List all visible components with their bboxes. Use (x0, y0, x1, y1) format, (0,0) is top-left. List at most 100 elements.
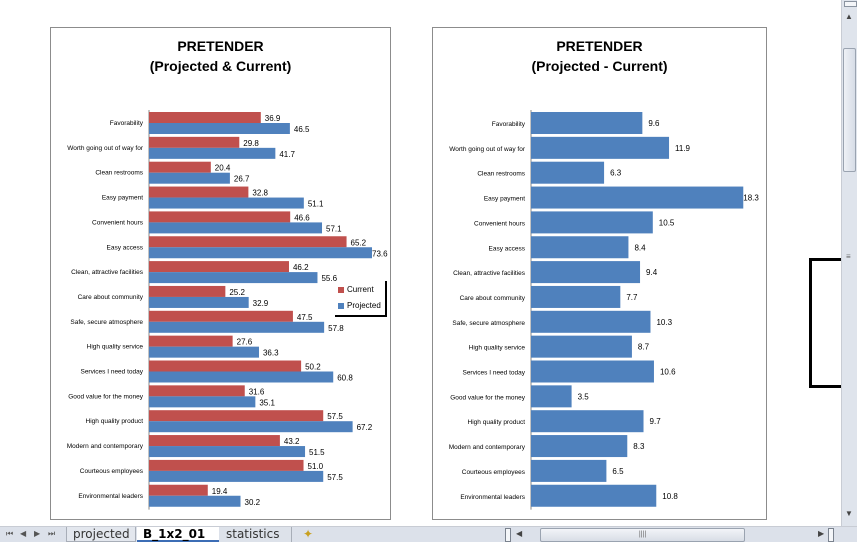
bar-difference (531, 360, 654, 383)
bar-current (149, 435, 280, 447)
vertical-scrollbar[interactable]: ▲ ≡ ▼ (841, 0, 857, 526)
bar-projected (149, 371, 334, 383)
data-label-difference: 10.3 (656, 318, 672, 327)
legend[interactable]: Current Projected (335, 281, 387, 317)
legend-swatch-current (338, 286, 344, 293)
horizontal-scrollbar[interactable]: ◀ |||| ▶ (505, 528, 835, 542)
category-label: Worth going out of way for (67, 145, 144, 152)
horizontal-scroll-thumb[interactable]: |||| (540, 528, 745, 542)
data-label-difference: 7.7 (626, 293, 638, 302)
bar-current (149, 186, 249, 198)
category-label: Courteous employees (462, 469, 526, 476)
bar-projected (149, 396, 256, 408)
data-label-difference: 11.9 (675, 144, 691, 153)
bar-difference (531, 112, 643, 134)
bar-current (149, 211, 291, 223)
chart-title: PRETENDER (Projected - Current) (433, 36, 766, 76)
data-label-projected: 67.2 (357, 423, 373, 432)
data-label-difference: 3.5 (578, 392, 590, 401)
category-label: Good value for the money (450, 394, 526, 401)
chart-projected-minus-current[interactable]: PRETENDER (Projected - Current) Favorabi… (432, 27, 767, 520)
sheet-tab-b-1x2-01[interactable]: B_1x2_01 (137, 527, 219, 542)
bar-projected (149, 321, 325, 333)
bar-projected (149, 147, 276, 159)
category-label: Environmental leaders (460, 494, 525, 501)
data-label-projected: 26.7 (234, 175, 250, 184)
category-label: Easy access (489, 245, 526, 252)
bar-projected (149, 172, 230, 184)
bar-difference (531, 136, 670, 159)
bar-difference (531, 459, 607, 482)
data-label-current: 27.6 (237, 338, 253, 347)
bar-chart-right: Favorability 9.6 Worth going out of way fo… (449, 110, 759, 510)
category-label: Favorability (492, 121, 526, 128)
data-label-difference: 8.4 (634, 243, 646, 252)
sheet-tab-projected[interactable]: projected (66, 527, 136, 542)
next-sheet-icon[interactable]: ▶ (34, 529, 41, 538)
scroll-up-arrow-icon[interactable]: ▲ (845, 12, 853, 21)
bar-projected (149, 247, 373, 259)
scroll-down-arrow-icon[interactable]: ▼ (845, 509, 853, 518)
scroll-right-arrow-icon[interactable]: ▶ (818, 529, 825, 538)
category-label: Modern and contemporary (67, 443, 144, 450)
bar-current (149, 310, 293, 322)
data-label-difference: 9.4 (646, 268, 658, 277)
legend-item-projected: Projected (338, 301, 381, 310)
bar-current (149, 335, 233, 347)
bar-difference (531, 310, 651, 333)
data-label-difference: 9.7 (650, 417, 662, 426)
first-sheet-icon[interactable]: ⏮ (6, 529, 14, 538)
data-label-projected: 35.1 (259, 398, 275, 407)
data-label-projected: 41.7 (279, 150, 295, 159)
category-label: High quality product (468, 419, 526, 426)
category-label: Easy payment (484, 196, 525, 203)
bar-projected (149, 346, 259, 358)
data-label-current: 46.2 (293, 263, 309, 272)
data-label-projected: 36.3 (263, 349, 279, 358)
category-label: Courteous employees (80, 468, 144, 475)
insert-worksheet-icon[interactable]: ✦ (302, 527, 314, 541)
bar-current (149, 236, 347, 248)
grip-icon: ≡ (846, 252, 851, 261)
category-label: Favorability (110, 120, 144, 127)
vertical-scroll-thumb[interactable] (843, 48, 856, 172)
tab-split-handle[interactable] (505, 528, 511, 542)
legend-item-current: Current (338, 285, 374, 294)
category-label: Services I need today (462, 370, 525, 377)
bar-difference (531, 186, 744, 209)
bar-current (149, 459, 304, 471)
data-label-current: 47.5 (297, 313, 313, 322)
selected-shape-outline[interactable] (809, 258, 841, 388)
category-label: Clean, attractive facilities (71, 269, 144, 276)
data-label-difference: 8.3 (633, 442, 645, 451)
bar-difference (531, 335, 632, 358)
bar-projected (149, 446, 306, 458)
bar-projected (149, 495, 241, 507)
bar-difference (531, 385, 572, 408)
bar-current (149, 484, 208, 496)
category-label: Care about community (460, 295, 526, 302)
data-label-projected: 60.8 (337, 374, 353, 383)
data-label-difference: 9.6 (648, 119, 660, 128)
category-label: Modern and contemporary (449, 444, 526, 451)
category-label: Care about community (78, 294, 144, 301)
category-label: High quality service (469, 345, 526, 352)
scroll-left-arrow-icon[interactable]: ◀ (516, 529, 523, 538)
bar-projected (149, 222, 323, 234)
data-label-current: 57.5 (327, 412, 343, 421)
bar-current (149, 385, 245, 397)
bar-difference (531, 261, 641, 284)
data-label-current: 43.2 (284, 437, 300, 446)
chart-subtitle: (Projected - Current) (531, 58, 668, 74)
data-label-projected: 57.1 (326, 224, 342, 233)
split-handle-right[interactable] (828, 528, 834, 542)
last-sheet-icon[interactable]: ⏭ (48, 529, 56, 538)
category-label: Safe, secure atmosphere (452, 320, 525, 327)
bar-current (149, 161, 211, 173)
bar-difference (531, 236, 629, 259)
prev-sheet-icon[interactable]: ◀ (20, 529, 27, 538)
split-handle[interactable] (844, 1, 857, 7)
data-label-difference: 6.5 (612, 467, 624, 476)
sheet-tab-statistics[interactable]: statistics (220, 527, 292, 542)
chart-projected-current[interactable]: PRETENDER (Projected & Current) Favorabi… (50, 27, 391, 520)
